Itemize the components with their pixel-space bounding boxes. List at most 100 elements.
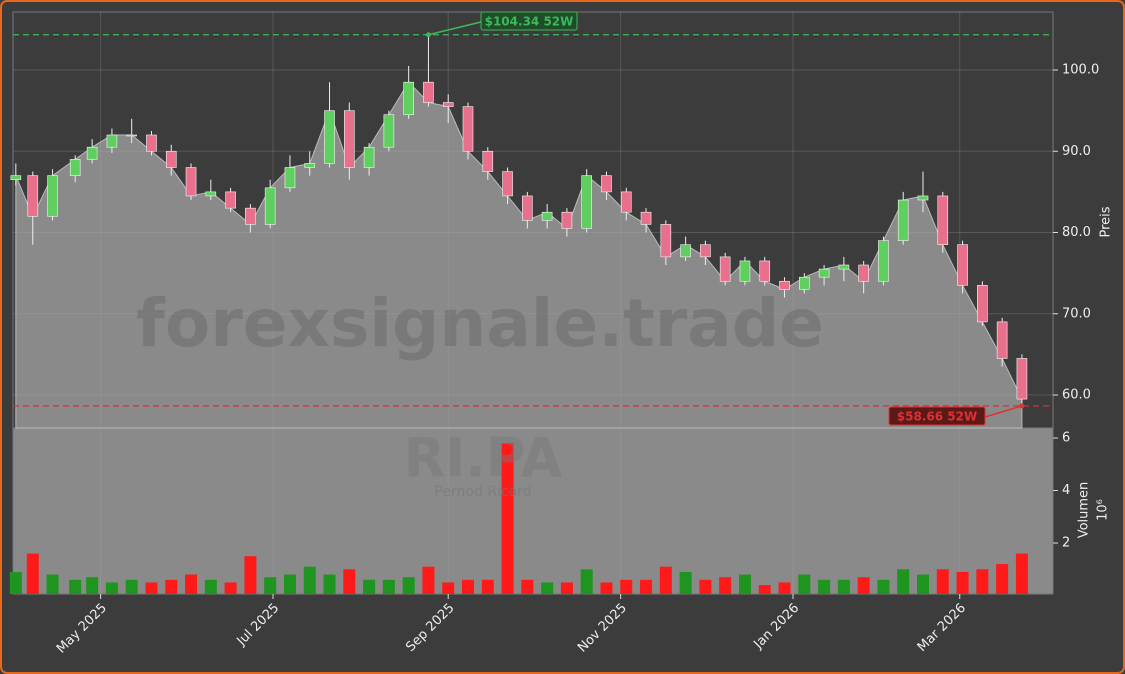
candle-body <box>146 134 157 152</box>
volume-bar <box>640 579 653 594</box>
candle-body <box>739 260 751 282</box>
candle-body <box>264 187 276 225</box>
volume-bar <box>738 574 751 594</box>
volume-bar <box>165 579 178 594</box>
candle-body <box>363 146 375 168</box>
volume-bar <box>699 579 712 594</box>
candle-body <box>47 175 58 217</box>
candle-body <box>27 175 39 217</box>
volume-bar <box>462 579 474 594</box>
candle-body <box>344 110 355 168</box>
volume-bar <box>560 582 573 594</box>
arrow-head <box>1019 403 1025 409</box>
candle-body <box>69 159 81 176</box>
volume-bar <box>936 569 949 594</box>
company-watermark: Pernod Ricard <box>434 484 531 500</box>
candle-body <box>324 110 335 164</box>
y2-tick-label: 6 <box>1062 430 1070 445</box>
volume-bar <box>264 577 277 594</box>
volume-bar <box>382 579 395 594</box>
candle-body <box>700 244 711 258</box>
y-tick-label: 90.0 <box>1062 144 1091 159</box>
volume-bar <box>69 579 82 594</box>
volume-bar <box>521 579 534 594</box>
volume-bar <box>283 574 296 594</box>
candle-body <box>858 264 869 282</box>
volume-bar <box>363 579 376 594</box>
candle-body <box>126 134 137 137</box>
volume-bar <box>917 574 929 594</box>
y-tick-label: 70.0 <box>1062 306 1091 321</box>
candle-body <box>779 280 790 290</box>
volume-bar <box>26 553 39 594</box>
y2-tick-label: 4 <box>1062 483 1070 498</box>
candle-body <box>86 146 98 160</box>
volume-bar <box>422 566 435 594</box>
volume-bar <box>659 566 672 594</box>
annotation-label: $58.66 52W <box>897 410 977 424</box>
annotation-box <box>888 406 986 426</box>
annotation-label: $104.34 52W <box>485 15 574 29</box>
y2-axis-label: Volumen <box>1077 482 1092 539</box>
candle-body <box>996 321 1008 359</box>
candle-body <box>719 256 731 282</box>
volume-bar <box>679 571 692 594</box>
volume-bar <box>9 571 22 594</box>
candle-body <box>423 81 434 103</box>
y-tick-label: 100.0 <box>1062 63 1099 78</box>
candle-body <box>1016 358 1028 400</box>
volume-bar <box>105 582 118 594</box>
volume-bar <box>442 582 455 594</box>
candle-body <box>957 244 968 286</box>
candle-body <box>225 191 236 209</box>
volume-bar <box>719 577 732 594</box>
candle-body <box>403 81 414 115</box>
candle-body <box>601 175 612 193</box>
candle-body <box>541 211 553 221</box>
volume-bar <box>877 579 890 594</box>
volume-bar <box>976 569 989 594</box>
candle-body <box>917 195 929 201</box>
candle-body <box>482 150 494 172</box>
volume-bar <box>996 564 1009 594</box>
annotation-box <box>480 11 578 31</box>
candle-body <box>462 106 474 152</box>
candle-body <box>581 175 592 229</box>
candle-body <box>838 264 850 270</box>
volume-bar <box>758 585 771 594</box>
candle-body <box>10 175 22 180</box>
volume-bar <box>897 569 910 594</box>
volume-bar <box>857 577 870 594</box>
candle-body <box>640 211 652 225</box>
volume-bar <box>244 556 257 594</box>
volume-bar <box>956 571 969 594</box>
candle-body <box>878 240 889 282</box>
candle-body <box>680 244 691 258</box>
volume-bar <box>837 579 850 594</box>
candle-body <box>284 167 296 189</box>
volume-bar <box>46 574 59 594</box>
volume-bar <box>86 577 99 594</box>
volume-bar <box>125 579 138 594</box>
volume-bar <box>620 579 633 594</box>
volume-bar <box>204 579 217 594</box>
candle-body <box>245 207 256 225</box>
volume-bar <box>798 574 811 594</box>
y2-scale-label: 10⁶ <box>1096 499 1111 521</box>
volume-bar <box>481 579 494 594</box>
volume-bar <box>1015 553 1028 594</box>
symbol-watermark: RI.PA <box>404 427 563 490</box>
annotation-arrow <box>984 405 1023 418</box>
candle-body <box>937 195 949 245</box>
candle-body <box>799 276 810 290</box>
arrow-head <box>425 32 431 38</box>
volume-bar <box>224 582 237 594</box>
y-axis-label: Preis <box>1099 206 1114 237</box>
volume-bar <box>303 566 316 594</box>
volume-bar <box>501 443 514 594</box>
volume-bar <box>541 582 554 594</box>
watermark: forexsignale.trade <box>136 285 824 362</box>
candle-body <box>165 150 177 168</box>
